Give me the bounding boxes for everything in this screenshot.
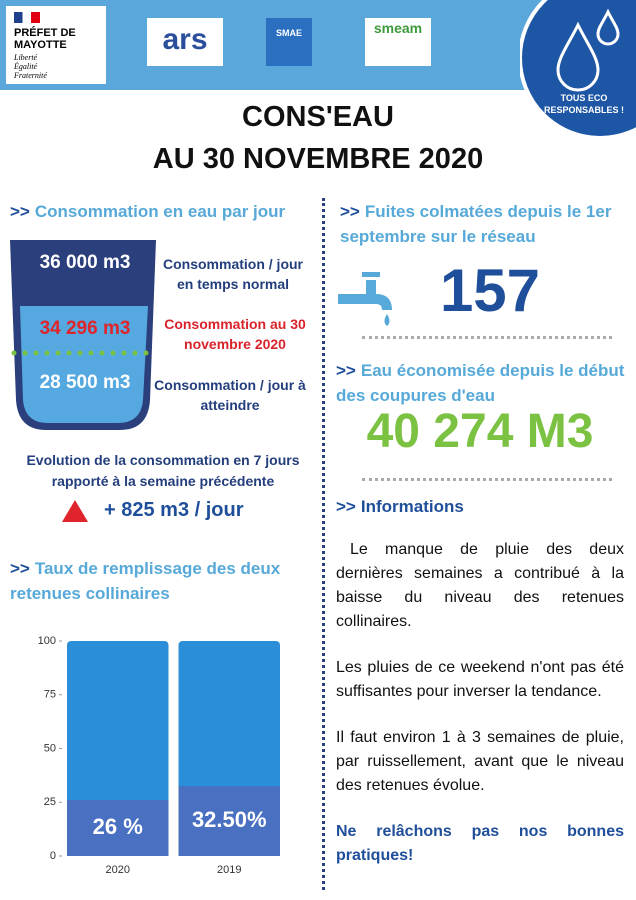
bar [178, 786, 280, 856]
bar [67, 800, 169, 856]
section-heading: >> Taux de remplissage des deux retenues … [10, 556, 290, 606]
conclusion: Ne relâchons pas nos bonnes pratiques! [336, 823, 624, 864]
title-line: AU 30 NOVEMBRE 2020 [152, 143, 484, 175]
value-label: 26 % [93, 814, 143, 839]
divider [322, 198, 325, 890]
section-heading: >> Consommation en eau par jour [10, 199, 322, 224]
prefix: >> [10, 202, 30, 221]
devise-word: Égalité [14, 62, 38, 71]
drop-icon [596, 8, 620, 46]
drop-icon [556, 21, 600, 92]
x-tick-label: 2020 [106, 864, 130, 876]
heading-text: Fuites colmatées depuis le 1er septembre… [340, 202, 612, 246]
paragraph: Les pluies de ce weekend n'ont pas été s… [336, 659, 624, 700]
level-label: Consommation au 30 novembre 2020 [164, 316, 306, 352]
badge [520, 0, 636, 140]
tap-handle [362, 272, 380, 277]
drop [384, 314, 390, 326]
level-label: Consommation / jour en temps normal [163, 256, 303, 292]
smeam-logo: smeam [365, 18, 431, 66]
evolution-value: + 825 m3 / jour [104, 499, 244, 521]
prefet-logo: PRÉFET DE MAYOTTE Liberté Égalité Frater… [6, 6, 106, 84]
devise: Liberté Égalité Fraternité [14, 53, 98, 80]
y-tick-label: 75 [44, 689, 56, 701]
y-tick-label: 100 [38, 635, 56, 647]
tank-water [20, 306, 148, 423]
value-label: 32.50% [192, 807, 267, 832]
heading-text: Eau économisée depuis le début des coupu… [336, 361, 625, 405]
devise-word: Liberté [14, 53, 38, 62]
separator [362, 478, 612, 481]
fill-chart: 0 25 50 75 100 2020 26 % 2019 32.50% [38, 635, 280, 876]
prefix: >> [340, 202, 360, 221]
title: CONS'EAU AU 30 NOVEMBRE 2020 [0, 96, 636, 180]
tap [338, 280, 392, 310]
tank [10, 240, 156, 430]
tap-icon [338, 272, 392, 326]
paragraph: Le manque de pluie des deux dernières se… [336, 541, 624, 630]
prefix: >> [336, 361, 356, 380]
title-line: CONS'EAU [242, 101, 394, 133]
flag [14, 12, 40, 23]
prefet-name: PRÉFET DE MAYOTTE [14, 27, 76, 51]
paragraph: Il faut environ 1 à 3 semaines de pluie,… [336, 729, 624, 794]
heading-text: Consommation en eau par jour [34, 202, 286, 221]
up-triangle [62, 500, 88, 522]
evolution-text: Evolution de la consommation en 7 jours … [26, 452, 300, 489]
y-tick-label: 25 [44, 796, 56, 808]
badge-circle [520, 0, 636, 140]
y-tick-label: 50 [44, 742, 56, 754]
level-value: 36 000 m3 [39, 252, 131, 273]
fuites-value: 157 [439, 257, 541, 324]
level-label: Consommation / jour à atteindre [154, 377, 306, 413]
heading-text: Taux de remplissage des deux retenues co… [10, 559, 281, 603]
y-tick-label: 0 [50, 850, 56, 862]
devise-word: Fraternité [14, 71, 47, 80]
section-heading: >> Eau économisée depuis le début des cou… [336, 358, 626, 408]
economie-value: 40 274 M3 [366, 405, 594, 458]
prefix: >> [336, 497, 356, 516]
level-value: 28 500 m3 [39, 372, 131, 393]
section-heading: >> Fuites colmatées depuis le 1er septemb… [340, 199, 630, 249]
triangle [62, 500, 88, 522]
x-tick-label: 2019 [217, 864, 241, 876]
level-value: 34 296 m3 [39, 318, 131, 339]
badge-text: TOUS ECO RESPONSABLES ! [543, 93, 624, 115]
smae-logo: SMAE [266, 18, 312, 66]
separator [362, 336, 612, 339]
section-heading: >> Informations [336, 494, 464, 519]
ars-logo: ars [147, 18, 223, 66]
prefix: >> [10, 559, 30, 578]
informations: Le manque de pluie des deux dernières se… [336, 538, 624, 890]
heading-text: Informations [360, 497, 464, 516]
